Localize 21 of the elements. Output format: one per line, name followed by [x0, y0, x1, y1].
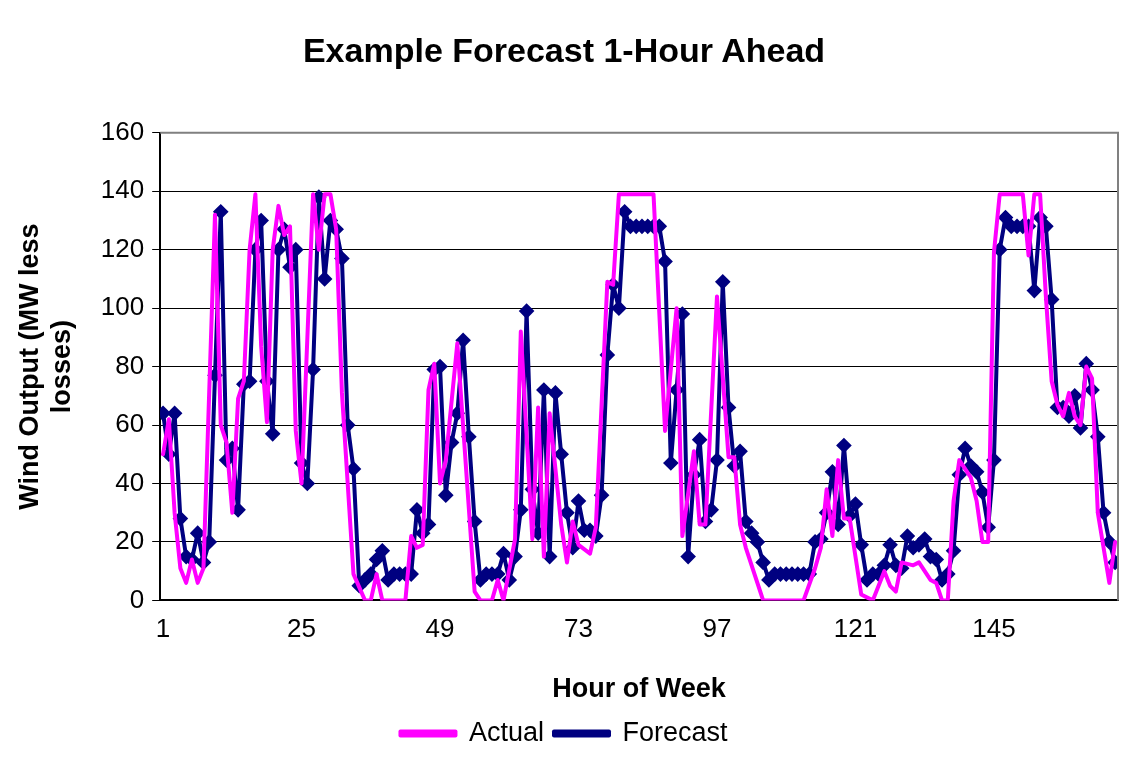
legend-label: Actual	[468, 716, 545, 747]
x-tick-label: 73	[564, 613, 593, 644]
y-tick-label: 100	[100, 291, 145, 322]
x-axis-title: Hour of Week	[552, 673, 727, 704]
y-tick-label: 20	[115, 525, 145, 556]
x-tick-label: 1	[155, 613, 171, 644]
y-axis-title: Wind Output (MW less losses)	[13, 223, 77, 510]
chart-title: Example Forecast 1-Hour Ahead	[302, 30, 826, 69]
y-tick-label: 140	[100, 174, 145, 205]
x-tick-label: 97	[702, 613, 732, 644]
y-tick-label: 0	[129, 583, 145, 614]
legend-label: Forecast	[622, 716, 729, 747]
x-tick-label: 121	[833, 613, 878, 644]
y-tick-label: 160	[100, 115, 145, 146]
y-tick-label: 80	[115, 349, 145, 380]
x-tick-label: 145	[972, 613, 1016, 644]
y-tick-label: 40	[115, 466, 145, 497]
x-tick-label: 49	[425, 613, 455, 644]
y-tick-label: 120	[100, 232, 145, 263]
x-tick-label: 25	[287, 613, 317, 644]
y-tick-label: 60	[115, 408, 145, 439]
